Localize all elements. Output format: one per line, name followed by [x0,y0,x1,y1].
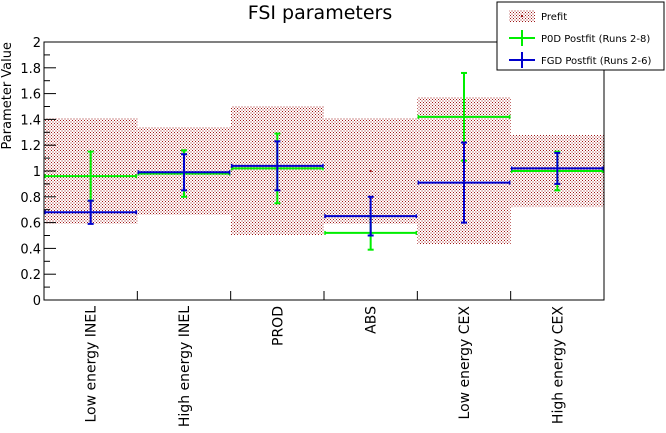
y-tick-label: 0.6 [20,217,41,232]
y-tick-label: 1.4 [20,113,41,128]
y-tick-label: 1.8 [20,62,41,77]
legend-label: Prefit [541,12,567,23]
y-tick-label: 1.6 [20,88,41,103]
chart-title: FSI parameters [248,2,393,24]
prefit-point [369,170,372,172]
y-tick-label: 2 [33,36,41,51]
legend-label: P0D Postfit (Runs 2-8) [541,34,650,45]
legend: Prefit P0D Postfit (Runs 2-8) FGD Postfit … [496,1,665,71]
x-tick-label: Low energy CEX [457,306,473,420]
x-tick-label: PROD [270,306,286,346]
legend-prefit-marker [521,15,523,17]
x-tick-label: High energy CEX [550,306,566,424]
y-tick-label: 0 [33,294,41,309]
x-tick-label: Low energy INEL [84,306,100,423]
prefit-bands [44,97,604,245]
y-tick-label: 0.4 [20,242,41,257]
y-tick-label: 1.2 [20,139,41,154]
series-fgd-postfit [44,140,604,237]
y-tick-label: 1 [33,165,41,180]
y-axis-label: Parameter Value [0,42,15,149]
axes: 0 0.2 0.4 0.6 0.8 1 1.2 1.4 1.6 1.8 2 Low energy IN… [20,36,605,427]
postfit-series [44,71,604,251]
x-tick-label: ABS [364,306,380,334]
y-tick-label: 0.8 [20,191,41,206]
legend-label: FGD Postfit (Runs 2-6) [541,56,651,67]
y-tick-label: 0.2 [20,268,41,283]
x-tick-label: High energy INEL [177,306,193,427]
